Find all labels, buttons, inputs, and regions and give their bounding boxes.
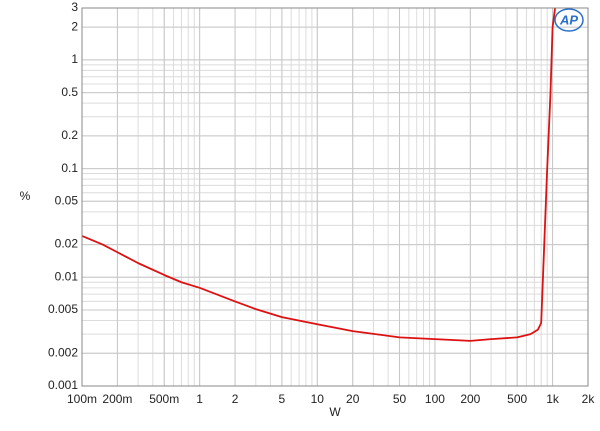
x-tick-label: 20 bbox=[346, 392, 360, 406]
x-tick-label: 200 bbox=[460, 392, 480, 406]
x-tick-label: 50 bbox=[393, 392, 407, 406]
y-tick-label: 2 bbox=[71, 19, 78, 33]
plot bbox=[82, 8, 556, 342]
x-tick-label: 1k bbox=[546, 392, 560, 406]
x-tick-label: 100 bbox=[425, 392, 445, 406]
y-tick-label: 0.01 bbox=[55, 269, 79, 283]
data-line bbox=[82, 8, 556, 342]
y-tick-label: 0.2 bbox=[61, 128, 78, 142]
x-tick-label: 1 bbox=[196, 392, 203, 406]
y-tick-label: 0.05 bbox=[55, 193, 79, 207]
logo-text: AP bbox=[559, 12, 578, 27]
y-tick-label: 3 bbox=[71, 0, 78, 14]
y-axis-label: % bbox=[20, 189, 31, 203]
logo: AP bbox=[554, 8, 584, 32]
x-tick-label: 2 bbox=[232, 392, 239, 406]
y-tick-label: 0.02 bbox=[55, 237, 79, 251]
x-axis-label: W bbox=[329, 405, 341, 419]
x-tick-label: 500m bbox=[149, 392, 179, 406]
x-tick-label: 100m bbox=[67, 392, 97, 406]
x-tick-label: 10 bbox=[311, 392, 325, 406]
y-tick-label: 0.005 bbox=[48, 302, 78, 316]
x-tick-label: 2k bbox=[582, 392, 596, 406]
y-tick-label: 0.1 bbox=[61, 161, 78, 175]
y-tick-label: 0.5 bbox=[61, 85, 78, 99]
x-tick-label: 500 bbox=[507, 392, 527, 406]
y-tick-label: 0.001 bbox=[48, 378, 78, 392]
x-tick-label: 200m bbox=[102, 392, 132, 406]
logo-ring bbox=[554, 8, 584, 32]
grid bbox=[81, 7, 589, 387]
y-tick-label: 1 bbox=[71, 52, 78, 66]
y-tick-label: 0.002 bbox=[48, 345, 78, 359]
x-tick-label: 5 bbox=[279, 392, 286, 406]
plot-frame bbox=[81, 7, 589, 387]
